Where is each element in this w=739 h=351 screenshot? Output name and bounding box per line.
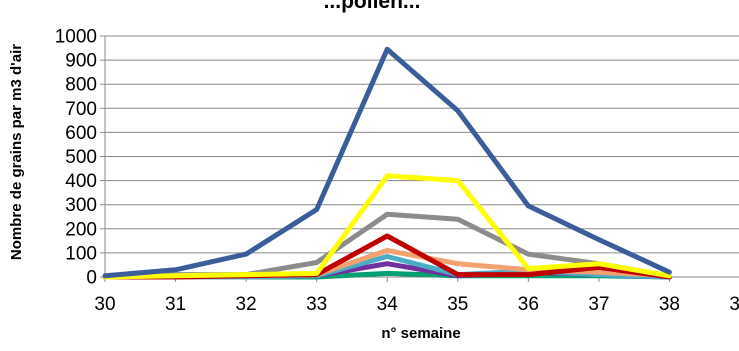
x-axis-title: n° semaine [381,325,460,342]
x-tick-label: 37 [588,294,609,315]
y-tick-label: 1000 [55,27,97,48]
y-tick-label: 600 [65,123,97,144]
y-tick-label: 400 [65,171,97,192]
y-axis-title: Nombre de grains par m3 d'air [8,44,25,260]
x-tick-label: 33 [306,294,327,315]
x-tick-label: 32 [236,294,257,315]
axes [100,35,739,282]
x-tick-label: 31 [165,294,186,315]
y-tick-label: 300 [65,195,97,216]
y-tick-label: 0 [86,268,97,289]
series-line-1 [102,46,672,279]
y-tick-label: 100 [65,243,97,264]
y-tick-label: 500 [65,147,97,168]
chart-title: ...pollen... [324,0,421,13]
x-tick-label: 38 [659,294,680,315]
series-lines [102,46,672,280]
y-tick-label: 700 [65,99,97,120]
x-tick-label: 35 [447,294,468,315]
x-tick-labels: 30 31 32 33 34 35 36 37 38 39 [94,294,739,315]
x-tick-label: 36 [518,294,539,315]
x-tick-label: 39 [729,294,739,315]
y-tick-label: 900 [65,51,97,72]
gridlines [105,35,739,254]
x-tick-label: 34 [377,294,399,315]
x-tick-label: 30 [94,294,115,315]
y-tick-labels: 0 100 200 300 400 500 600 700 800 900 1000 [55,27,97,289]
series-line-2 [102,173,672,280]
y-tick-label: 200 [65,219,97,240]
y-tick-label: 800 [65,75,97,96]
